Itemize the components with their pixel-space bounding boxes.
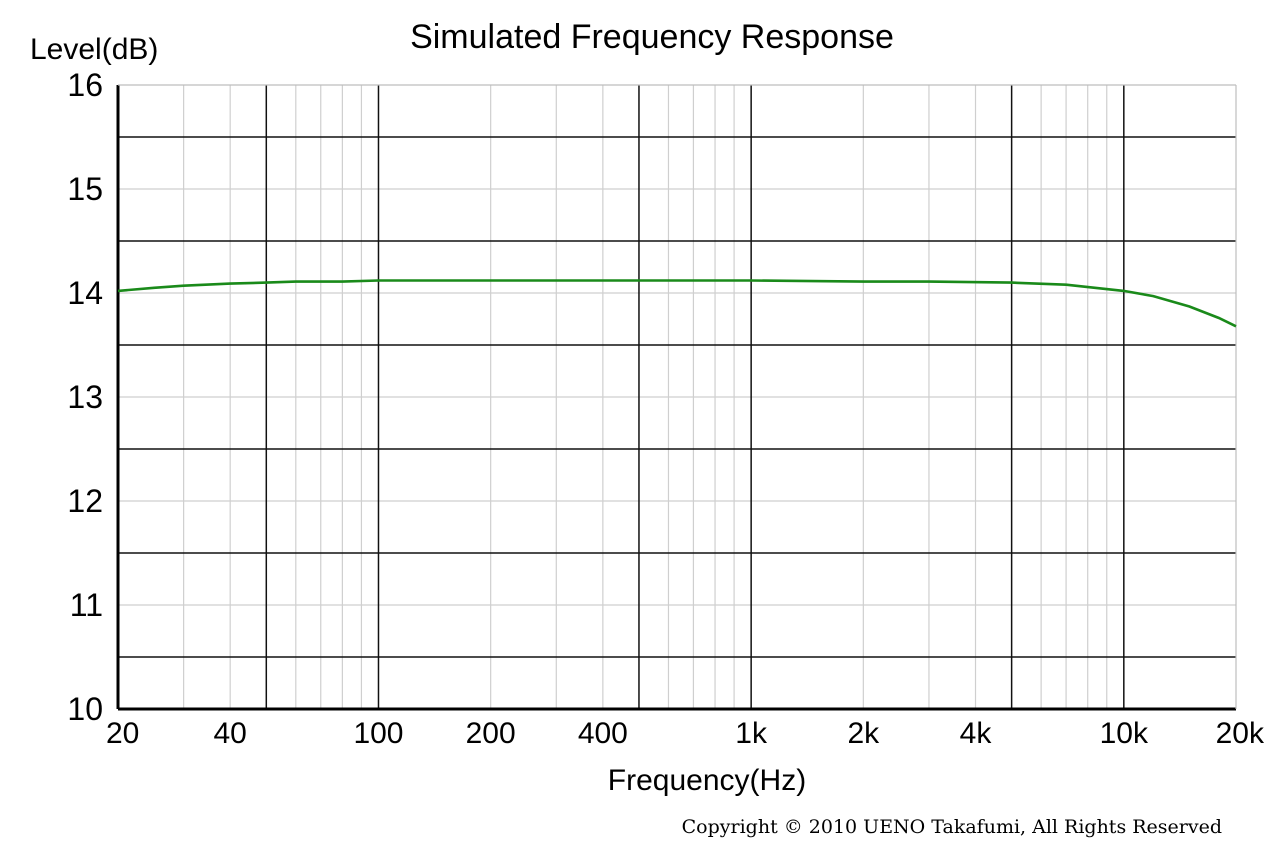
x-tick-label: 200 [466,717,516,750]
x-tick-label: 4k [960,717,993,750]
x-tick-label: 100 [353,717,403,750]
y-tick-label: 10 [67,691,103,727]
x-tick-label: 10k [1100,717,1149,750]
y-tick-label: 11 [70,587,103,623]
x-tick-label: 1k [735,717,768,750]
y-tick-label: 14 [67,275,103,311]
y-tick-labels: 10 11 12 13 14 15 16 [67,67,103,727]
minor-gridlines [118,85,1236,709]
y-tick-label: 13 [67,379,103,415]
x-tick-label: 400 [578,717,628,750]
x-tick-labels: 20 40 100 200 400 1k 2k 4k 10k 20k [106,717,1265,750]
copyright-notice: Copyright © 2010 UENO Takafumi, All Righ… [682,816,1222,838]
x-tick-label: 20 [106,717,139,750]
x-tick-label: 2k [847,717,880,750]
major-gridlines [118,85,1236,709]
response-curve [117,279,1237,328]
y-tick-label: 16 [67,67,103,103]
x-tick-label: 20k [1216,717,1265,750]
chart-title: Simulated Frequency Response [410,18,894,56]
y-axis-label: Level(dB) [30,33,158,66]
x-axis-label: Frequency(Hz) [608,764,806,797]
x-tick-label: 40 [213,717,246,750]
y-tick-label: 15 [67,171,103,207]
plot-frame [116,84,1237,711]
y-tick-label: 12 [67,483,103,519]
